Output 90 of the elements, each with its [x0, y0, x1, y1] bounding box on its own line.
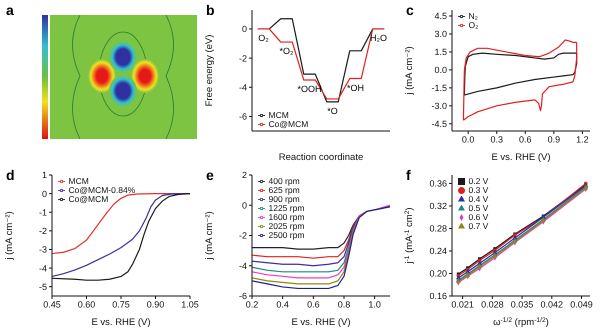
- y-tick-label: 0: [242, 24, 247, 34]
- y-tick-label: 0.16: [429, 291, 447, 302]
- y-tick-label: 0.0: [434, 65, 447, 76]
- x-axis-title: Reaction coordinate: [278, 152, 364, 163]
- y-tick-label: 0.24: [429, 246, 447, 256]
- legend-label: 0.7 V: [468, 221, 490, 231]
- chart-title: e: [206, 167, 214, 183]
- y-tick-label: 3.0: [434, 29, 447, 40]
- y-tick-label: -3: [38, 244, 47, 255]
- x-tick-label: 0.028: [481, 299, 504, 310]
- x-tick-label: 0.3: [490, 134, 503, 144]
- y-tick-label: 0: [42, 188, 47, 199]
- legend-label: 2500 rpm: [268, 230, 306, 240]
- legend-label: 1225 rpm: [268, 203, 306, 213]
- legend-label: 0.3 V: [468, 185, 490, 195]
- y-tick-label: 0.20: [429, 268, 447, 279]
- legend-label: MCM: [68, 176, 90, 186]
- y-tick-label: -4: [238, 260, 247, 271]
- x-axis-title: E vs. RHE (V): [91, 317, 151, 328]
- x-axis-title: E vs. RHE (V): [291, 317, 351, 328]
- x-tick-label: 0.4: [276, 299, 289, 310]
- legend-label: 625 rpm: [268, 185, 301, 195]
- y-tick-label: 1: [42, 170, 47, 180]
- legend-label: Co@MCM-0.84%: [68, 185, 136, 195]
- legend-label: 0.5 V: [468, 203, 490, 213]
- y-tick-label: 4.5: [434, 11, 447, 22]
- y-tick-label: -4: [238, 82, 247, 92]
- annotation: *OH: [346, 82, 364, 93]
- x-tick-label: 1.05: [181, 299, 199, 310]
- annotation: *O: [327, 106, 338, 116]
- x-tick-label: 0.042: [540, 299, 564, 310]
- legend-label: 400 rpm: [268, 176, 301, 186]
- x-tick-label: 0.6: [307, 299, 320, 310]
- annotation: H₂O: [370, 32, 387, 43]
- y-tick-label: -2: [38, 226, 47, 236]
- y-tick-label: -6: [238, 112, 247, 122]
- x-axis-title: E vs. RHE (V): [491, 152, 551, 163]
- x-tick-label: 1.2: [576, 134, 589, 144]
- x-tick-label: 0.0: [462, 134, 474, 144]
- y-axis-title: Free energy (eV): [204, 34, 215, 106]
- y-axis-title: j (mA cm⁻²): [204, 211, 215, 261]
- legend-label: O₂: [468, 20, 480, 30]
- legend-label: 900 rpm: [268, 194, 301, 204]
- x-tick-label: 0.2: [246, 299, 258, 310]
- x-tick-label: 0.45: [43, 299, 61, 310]
- x-tick-label: 0.6: [519, 134, 532, 144]
- chart-title: c: [406, 2, 414, 18]
- legend-label: N₂: [468, 11, 479, 21]
- y-tick-label: -5: [38, 282, 47, 292]
- y-tick-label: 0: [242, 200, 247, 210]
- annotation: O₂: [258, 32, 269, 43]
- legend-label: 1600 rpm: [268, 212, 306, 222]
- legend-label: 0.6 V: [468, 212, 490, 222]
- x-axis-title: ω$^{-1/2}$ (rpm$^{-1/2}$): [493, 316, 549, 328]
- y-axis-title: j (mA cm⁻²): [4, 211, 15, 261]
- legend-label: 0.4 V: [468, 194, 490, 204]
- x-tick-label: 0.75: [112, 299, 130, 310]
- x-tick-label: 0.90: [146, 299, 164, 310]
- x-tick-label: 0.9: [548, 134, 560, 144]
- y-tick-label: -4: [38, 263, 47, 274]
- x-tick-label: 0.049: [570, 299, 593, 310]
- annotation: *O₂: [280, 46, 294, 56]
- y-tick-label: 0.36: [429, 178, 447, 189]
- chart-title: d: [6, 167, 15, 183]
- x-tick-label: 0.8: [338, 299, 350, 310]
- x-tick-label: 0.60: [78, 299, 96, 310]
- y-tick-label: 2: [242, 170, 247, 180]
- x-tick-label: 0.035: [510, 299, 534, 310]
- chart-title: b: [206, 2, 215, 18]
- text: a: [6, 2, 14, 18]
- y-tick-label: -1.5: [431, 83, 447, 94]
- y-tick-label: 0.32: [429, 201, 447, 212]
- y-tick-label: 1.5: [434, 47, 447, 58]
- y-tick-label: -3.0: [431, 101, 447, 112]
- y-tick-label: 0.28: [429, 224, 447, 234]
- x-tick-label: 1.0: [368, 299, 381, 310]
- y-tick-label: -6: [238, 291, 247, 302]
- y-tick-label: -4.5: [431, 119, 447, 130]
- y-tick-label: -1: [38, 207, 47, 218]
- annotation: *OOH: [297, 84, 322, 94]
- chart-title: f: [406, 167, 411, 183]
- y-tick-label: -2: [238, 53, 247, 64]
- legend-label: 2025 rpm: [268, 221, 306, 231]
- x-tick-label: 0.021: [451, 299, 474, 310]
- legend-label: MCM: [268, 110, 289, 120]
- legend-label: Co@MCM: [68, 194, 108, 204]
- legend-label: 0.2 V: [468, 176, 490, 186]
- y-tick-label: -2: [238, 230, 247, 241]
- y-axis-title: j (mA cm⁻²): [404, 46, 415, 96]
- legend-label: Co@MCM: [268, 119, 310, 129]
